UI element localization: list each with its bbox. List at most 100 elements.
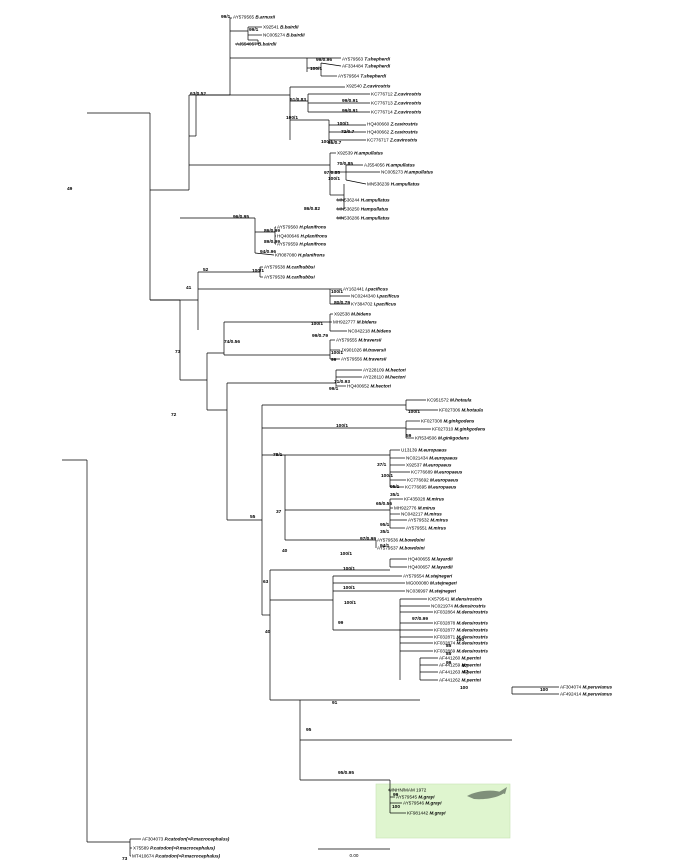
tip-species: M.stejnegeri bbox=[425, 574, 453, 579]
support-value: 99 bbox=[338, 620, 344, 626]
tip-accession: X92539 bbox=[337, 151, 354, 156]
tip-species: Z.cavirostris bbox=[393, 110, 422, 115]
tip-label: KC776713 Z.cavirostris bbox=[371, 101, 422, 106]
support-value: 99/0.91 bbox=[342, 98, 358, 104]
tip-accession: AY228109 bbox=[363, 368, 385, 373]
tip-accession: KF032878 bbox=[434, 621, 456, 626]
tip-species: H.ampullatus bbox=[404, 170, 433, 175]
tip-label: MH922776 M.mirus bbox=[394, 506, 436, 511]
tip-species: M.europaeus bbox=[428, 485, 457, 490]
tip-accession: MN536286 bbox=[337, 216, 361, 221]
support-value: 100/1 bbox=[336, 423, 348, 429]
tip-species: I.pacificus bbox=[377, 294, 400, 299]
tree-branch bbox=[254, 252, 275, 256]
tip-label: MN536239 H.ampullatus bbox=[367, 182, 420, 187]
tip-species: Z.cavirostris bbox=[390, 122, 419, 127]
support-value: 65/0.56 bbox=[376, 501, 392, 507]
tip-accession: KF027306 bbox=[439, 408, 461, 413]
support-value: 80/0.79 bbox=[334, 300, 350, 306]
tip-accession: AY579546 bbox=[403, 801, 425, 806]
support-value: 81/0.7 bbox=[328, 140, 342, 146]
tip-accession: AY579536 bbox=[377, 538, 399, 543]
tip-species: M.perrini bbox=[461, 663, 481, 668]
support-value: 100 bbox=[540, 687, 548, 693]
tip-accession: AF441260 bbox=[439, 656, 461, 661]
tip-accession: AY579556 bbox=[341, 357, 363, 362]
support-value: 99 bbox=[393, 792, 399, 798]
tip-label: AF304074 M.peruvianus bbox=[560, 685, 613, 690]
tip-species: I.pacificus bbox=[374, 302, 397, 307]
tip-label: KC776717 Z.cavirostris bbox=[367, 138, 418, 143]
support-value: 100/1 bbox=[343, 585, 355, 591]
tip-species: M.ginkgodens bbox=[438, 436, 469, 441]
tip-label: KR087080 H.planifrons bbox=[275, 253, 325, 258]
tip-label: KF032878 M.densirostris bbox=[434, 621, 488, 626]
tip-label: KC951572 M.hotaula bbox=[427, 398, 472, 403]
tip-label: HQ400655 M.layardii bbox=[408, 557, 453, 562]
tip-label: KF027310 M.ginkgodens bbox=[432, 427, 486, 432]
tip-accession: AF492414 bbox=[560, 692, 582, 697]
tip-accession: AF441263 bbox=[439, 670, 461, 675]
tip-label: AY579545 M.grayi bbox=[396, 795, 435, 800]
tip-species: P.catodon(=P.macrocephalus) bbox=[155, 854, 220, 859]
support-value: 86/0.82 bbox=[304, 206, 320, 212]
tip-accession: X92540 bbox=[346, 84, 363, 89]
tip-label: KC776714 Z.cavirostris bbox=[371, 110, 422, 115]
support-value: 85 bbox=[446, 651, 452, 657]
support-labels: 99/1 99/1 99/0.96 100/1 63/0.52 51/0.83 99/0.9… bbox=[67, 14, 548, 862]
tip-label: AY579532 M.mirus bbox=[408, 518, 448, 523]
tip-species: M.densirostris bbox=[456, 628, 488, 633]
tree-branch bbox=[345, 179, 367, 185]
tip-accession: AJ554057 bbox=[236, 42, 258, 47]
tip-accession: NC005273 bbox=[381, 170, 404, 175]
tip-label: AY579559 H.planifrons bbox=[277, 242, 327, 247]
tip-label: KC776692 M.europaeus bbox=[407, 478, 459, 483]
tip-label: HQ400657 M.layardii bbox=[408, 565, 453, 570]
tip-label: HQ400662 Z.cavirostris bbox=[367, 130, 418, 135]
tip-species: M.traversii bbox=[363, 348, 387, 353]
tip-label: AY579539 M.carlhubbsi bbox=[264, 275, 315, 280]
support-value: 55 bbox=[250, 514, 256, 520]
grayi-illustration bbox=[467, 787, 507, 800]
support-value: 100/1 bbox=[311, 321, 323, 327]
tip-species: H.planifrons bbox=[301, 234, 328, 239]
tip-accession: AF304074 bbox=[560, 685, 582, 690]
tip-accession: JX901026 bbox=[341, 348, 363, 353]
support-value: 99/0.96 bbox=[316, 57, 332, 63]
tip-accession: AY579555 bbox=[336, 338, 358, 343]
tip-species: M.layardii bbox=[432, 557, 454, 562]
tip-accession: HQ400657 bbox=[408, 565, 432, 570]
tip-label: AY579565 B.arnuxii bbox=[233, 15, 276, 20]
tip-species: M.densirostris bbox=[456, 610, 488, 615]
support-value: 100 bbox=[392, 804, 400, 810]
support-value: 35/1 bbox=[380, 529, 390, 535]
tip-species: T.shepherdi bbox=[360, 74, 386, 79]
support-value: 78/1 bbox=[273, 452, 283, 458]
support-value: 89/0.99 bbox=[264, 239, 280, 245]
support-value: 74/0.56 bbox=[224, 339, 240, 345]
tip-species: Z.cavirostris bbox=[393, 92, 422, 97]
support-value: 37/1 bbox=[377, 462, 387, 468]
tip-species: H.planifrons bbox=[299, 242, 326, 247]
tip-label: U13139 M.europaeus bbox=[401, 448, 447, 453]
tip-species: M.densirostris bbox=[456, 649, 488, 654]
tip-species: I.pacificus bbox=[365, 287, 388, 292]
tip-accession: MN536250 bbox=[337, 207, 361, 212]
tip-species: M.stejnegeri bbox=[430, 581, 458, 586]
tip-species: M.europaeus bbox=[430, 478, 459, 483]
tip-label: AY579536 M.bowdoini bbox=[377, 538, 425, 543]
tip-species: M.layardii bbox=[432, 565, 454, 570]
tip-accession: AY579545 bbox=[396, 795, 418, 800]
tree-branch bbox=[320, 62, 342, 67]
support-value: 100/1 bbox=[381, 473, 393, 479]
tip-label: NC042218 M.bidens bbox=[348, 329, 392, 334]
tip-accession: AY579563 bbox=[342, 57, 364, 62]
support-value: 71/0.93 bbox=[334, 379, 350, 385]
tip-accession: AY579559 bbox=[277, 242, 299, 247]
tip-species: Z.cavirostris bbox=[393, 101, 422, 106]
tip-label: KC776712 Z.cavirostris bbox=[371, 92, 422, 97]
tip-accession: KY384702 bbox=[351, 302, 374, 307]
support-value: 95/0.95 bbox=[338, 770, 354, 776]
tip-accession: X92537 bbox=[406, 463, 423, 468]
